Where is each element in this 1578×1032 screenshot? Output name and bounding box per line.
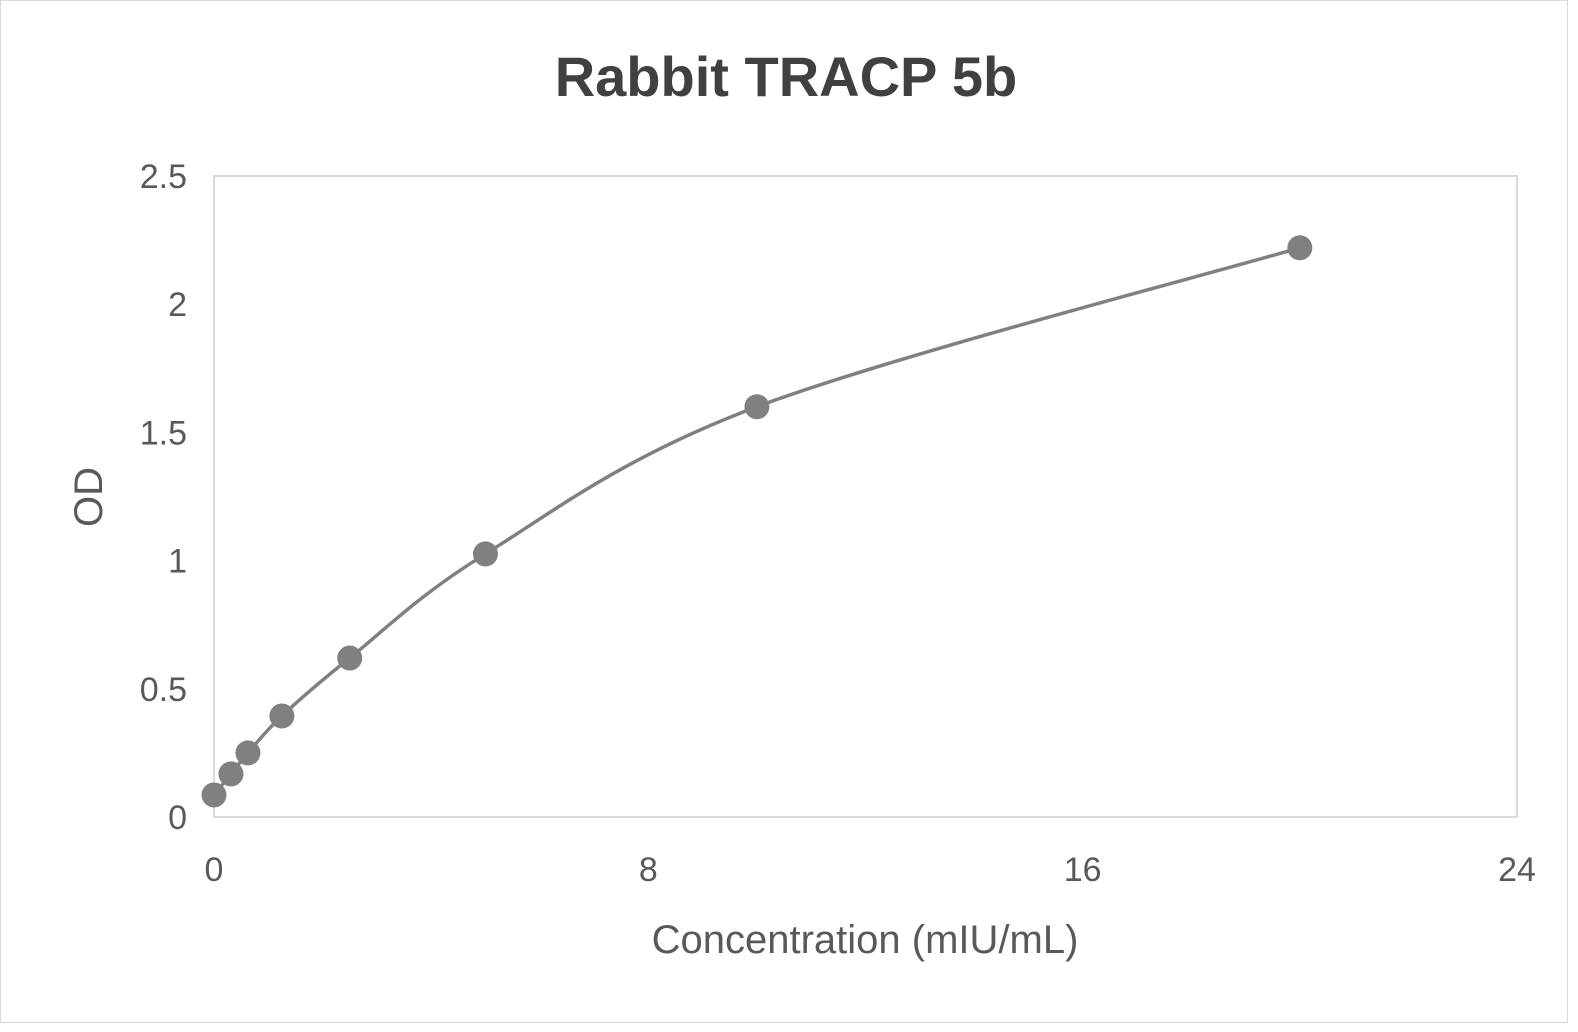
data-point	[337, 645, 363, 671]
x-tick-label: 8	[639, 851, 658, 889]
x-tick-label: 24	[1498, 851, 1536, 889]
data-point	[218, 761, 244, 787]
x-tick-label: 0	[205, 851, 224, 889]
chart-title: Rabbit TRACP 5b	[555, 45, 1018, 108]
data-point	[744, 394, 770, 420]
data-point	[235, 740, 261, 766]
y-tick-label: 0.5	[140, 671, 187, 709]
y-tick-label: 1	[168, 543, 187, 581]
y-tick-label: 1.5	[140, 414, 187, 452]
y-tick-label: 0	[168, 799, 187, 837]
x-axis-label: Concentration (mIU/mL)	[652, 918, 1079, 962]
x-tick-label: 16	[1064, 851, 1102, 889]
y-axis-label: OD	[67, 467, 111, 527]
y-tick-label: 2.5	[140, 158, 187, 196]
data-point	[1287, 235, 1313, 261]
y-tick-label: 2	[168, 286, 187, 324]
data-point	[472, 541, 498, 567]
series-line	[212, 246, 1301, 797]
data-point	[201, 782, 227, 808]
plot-area	[213, 175, 1518, 818]
data-point	[269, 703, 295, 729]
